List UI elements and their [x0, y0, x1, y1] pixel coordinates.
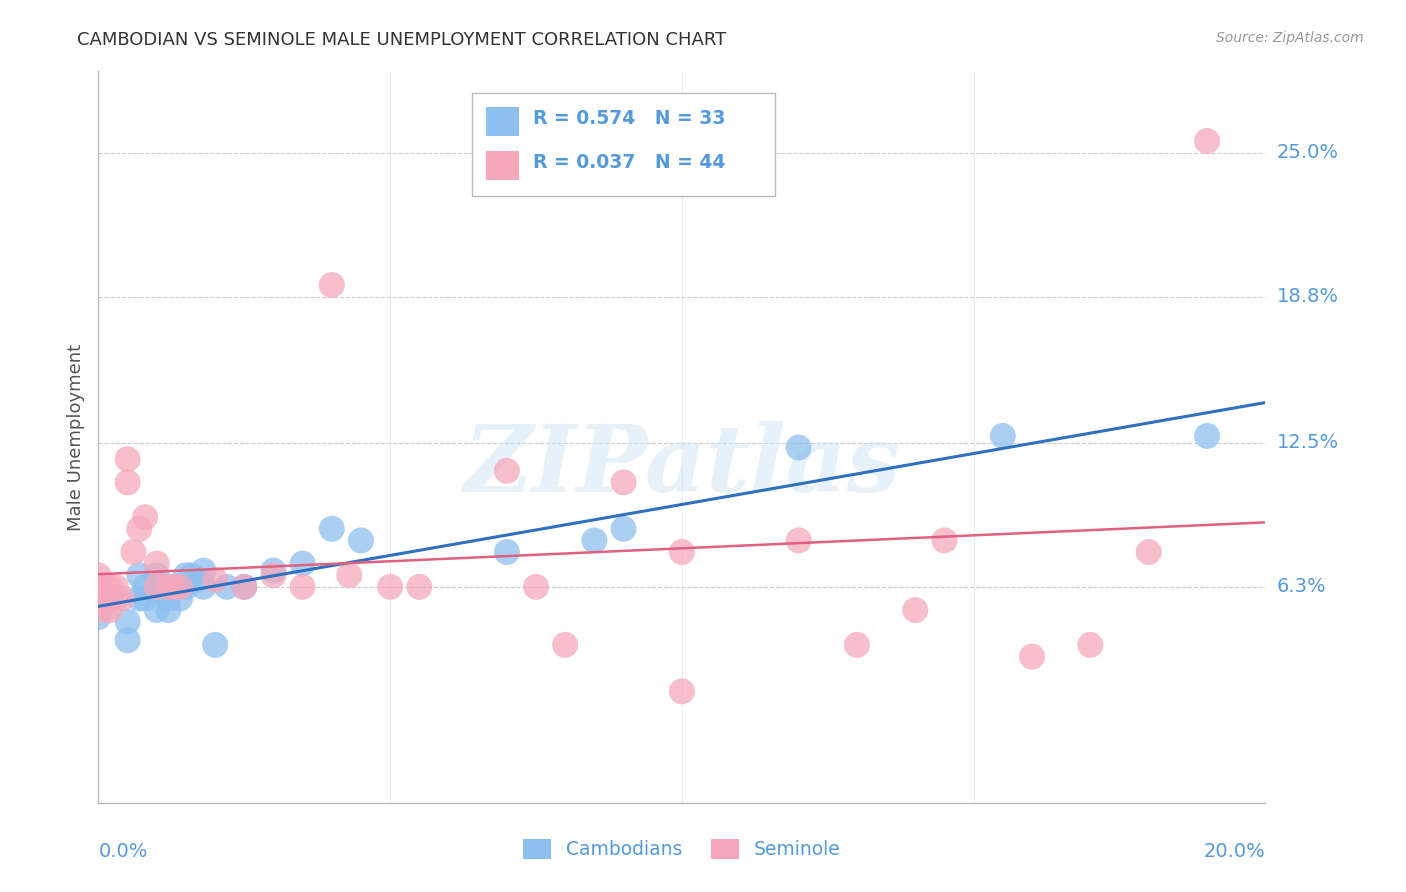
- FancyBboxPatch shape: [486, 151, 519, 180]
- Point: [117, 475, 139, 490]
- Point: [157, 580, 180, 594]
- Point: [496, 545, 519, 559]
- Point: [98, 603, 121, 617]
- Point: [146, 580, 169, 594]
- Point: [204, 638, 226, 652]
- Point: [157, 603, 180, 617]
- Point: [146, 557, 169, 571]
- Point: [163, 580, 186, 594]
- Point: [193, 564, 215, 578]
- FancyBboxPatch shape: [486, 107, 519, 136]
- Point: [117, 452, 139, 467]
- Point: [180, 568, 202, 582]
- Point: [291, 557, 314, 571]
- Point: [134, 591, 156, 606]
- Point: [128, 522, 150, 536]
- Point: [524, 580, 547, 594]
- Point: [408, 580, 430, 594]
- Text: 18.8%: 18.8%: [1277, 287, 1339, 306]
- Point: [134, 510, 156, 524]
- Text: 12.5%: 12.5%: [1277, 434, 1339, 452]
- Text: R = 0.037   N = 44: R = 0.037 N = 44: [533, 153, 725, 172]
- Point: [787, 533, 810, 548]
- Text: 20.0%: 20.0%: [1204, 842, 1265, 861]
- Point: [193, 580, 215, 594]
- Text: R = 0.574   N = 33: R = 0.574 N = 33: [533, 110, 725, 128]
- Point: [671, 545, 693, 559]
- Point: [1080, 638, 1102, 652]
- Point: [134, 580, 156, 594]
- Point: [934, 533, 956, 548]
- Point: [98, 591, 121, 606]
- Point: [1137, 545, 1160, 559]
- Point: [291, 580, 314, 594]
- Point: [174, 580, 197, 594]
- Point: [612, 475, 634, 490]
- Point: [128, 568, 150, 582]
- Point: [233, 580, 256, 594]
- Point: [204, 573, 226, 587]
- Point: [321, 522, 343, 536]
- Point: [233, 580, 256, 594]
- Point: [122, 545, 145, 559]
- Point: [380, 580, 402, 594]
- Point: [612, 522, 634, 536]
- Point: [117, 633, 139, 648]
- Point: [1021, 649, 1043, 664]
- Point: [262, 568, 284, 582]
- Point: [787, 441, 810, 455]
- Text: Source: ZipAtlas.com: Source: ZipAtlas.com: [1216, 31, 1364, 45]
- Point: [262, 564, 284, 578]
- FancyBboxPatch shape: [472, 94, 775, 195]
- Point: [93, 580, 115, 594]
- Point: [846, 638, 869, 652]
- Point: [1195, 429, 1218, 443]
- Point: [1195, 134, 1218, 148]
- Point: [169, 580, 191, 594]
- Point: [87, 610, 110, 624]
- Point: [111, 591, 134, 606]
- Point: [117, 615, 139, 629]
- Text: 0.0%: 0.0%: [98, 842, 148, 861]
- Point: [163, 580, 186, 594]
- Point: [583, 533, 606, 548]
- Text: ZIPatlas: ZIPatlas: [464, 421, 900, 511]
- Point: [215, 580, 238, 594]
- Point: [174, 568, 197, 582]
- Point: [157, 591, 180, 606]
- Text: 6.3%: 6.3%: [1277, 577, 1326, 597]
- Text: 25.0%: 25.0%: [1277, 143, 1339, 162]
- Legend: Cambodians, Seminole: Cambodians, Seminole: [523, 839, 841, 859]
- Point: [496, 464, 519, 478]
- Point: [128, 591, 150, 606]
- Point: [321, 277, 343, 292]
- Point: [146, 580, 169, 594]
- Point: [146, 568, 169, 582]
- Point: [350, 533, 373, 548]
- Text: CAMBODIAN VS SEMINOLE MALE UNEMPLOYMENT CORRELATION CHART: CAMBODIAN VS SEMINOLE MALE UNEMPLOYMENT …: [77, 31, 727, 49]
- Point: [98, 580, 121, 594]
- Point: [87, 580, 110, 594]
- Point: [671, 684, 693, 698]
- Point: [187, 573, 209, 587]
- Point: [169, 591, 191, 606]
- Point: [104, 591, 127, 606]
- Point: [104, 580, 127, 594]
- Point: [554, 638, 576, 652]
- Point: [93, 603, 115, 617]
- Point: [337, 568, 360, 582]
- Point: [87, 591, 110, 606]
- Point: [991, 429, 1014, 443]
- Point: [93, 591, 115, 606]
- Y-axis label: Male Unemployment: Male Unemployment: [66, 343, 84, 531]
- Point: [87, 568, 110, 582]
- Point: [146, 603, 169, 617]
- Point: [904, 603, 927, 617]
